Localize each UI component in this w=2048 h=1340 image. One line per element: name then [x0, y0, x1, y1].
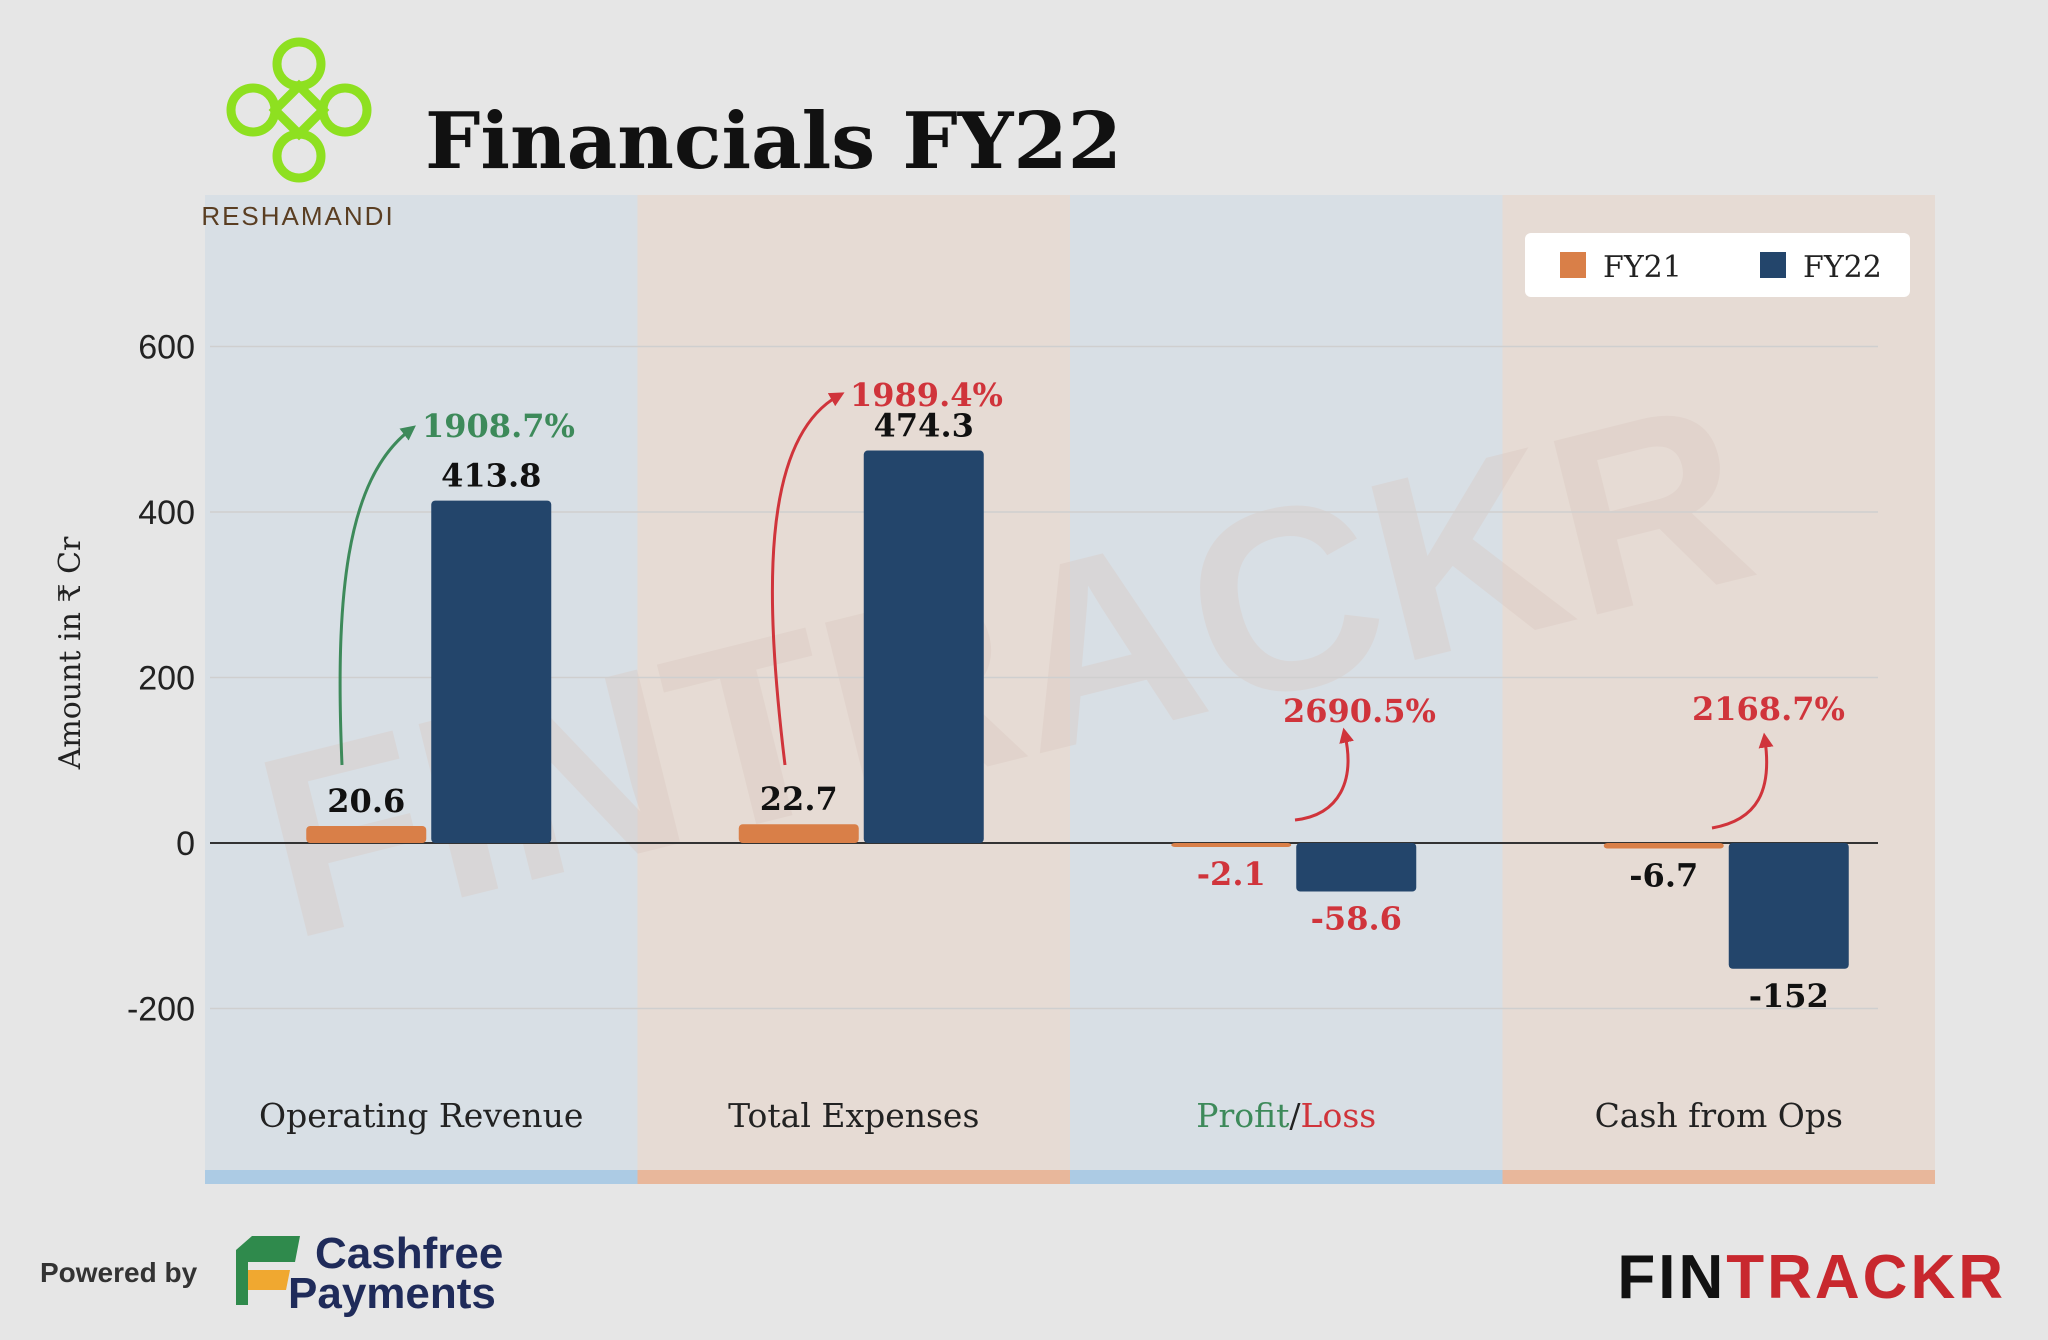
data-label: 413.8	[441, 457, 541, 495]
data-label: -2.1	[1197, 855, 1266, 893]
bar-fy21	[1603, 843, 1724, 849]
y-tick-label: -200	[127, 991, 195, 1029]
data-label: -6.7	[1629, 857, 1698, 895]
sponsor-line-2: Payments	[288, 1269, 496, 1318]
bar-fy22	[431, 500, 552, 843]
y-axis-label: Amount in ₹ Cr	[53, 536, 88, 770]
category-label: Cash from Ops	[1595, 1096, 1843, 1135]
powered-by-label: Powered by	[40, 1257, 198, 1288]
legend: FY21 FY22	[1525, 233, 1910, 297]
y-tick-label: 400	[138, 494, 195, 532]
bar-fy22	[863, 450, 984, 843]
data-label: 474.3	[874, 407, 974, 445]
company-name: RESHAMANDI	[201, 201, 394, 231]
category-underline	[637, 1170, 1070, 1184]
legend-label-fy21: FY21	[1603, 250, 1682, 285]
data-label: -58.6	[1311, 899, 1402, 937]
bar-fy21	[306, 825, 427, 843]
category-underline	[1502, 1170, 1935, 1184]
fintrackr-logo: FINTRACKR	[1617, 1243, 2006, 1312]
growth-arrow	[770, 392, 845, 766]
category-label: Total Expenses	[728, 1096, 979, 1135]
growth-annotation: 1989.4%	[850, 376, 1003, 414]
growth-annotation: 2690.5%	[1283, 692, 1436, 730]
growth-arrow	[1294, 727, 1354, 822]
category-panel	[205, 195, 638, 1170]
bar-fy21	[1171, 843, 1292, 847]
growth-arrow	[1711, 732, 1774, 830]
publisher-part-2: TRACKR	[1726, 1243, 2006, 1312]
chart-title: Financials FY22	[425, 96, 1122, 187]
legend-swatch-fy22	[1760, 252, 1786, 278]
bar-fy22	[1296, 843, 1417, 892]
sponsor-line-1: Cashfree	[315, 1229, 503, 1278]
category-panel	[1502, 195, 1935, 1170]
legend-label-fy22: FY22	[1803, 250, 1882, 285]
cashfree-logo: Cashfree Payments	[236, 1229, 503, 1318]
growth-arrow	[338, 425, 416, 766]
data-label: 22.7	[760, 780, 838, 818]
y-tick-label: 600	[138, 329, 195, 367]
svg-text:FINTRACKR: FINTRACKR	[1617, 1243, 2006, 1312]
category-underline	[205, 1170, 638, 1184]
y-tick-label: 200	[138, 660, 195, 698]
legend-swatch-fy21	[1560, 252, 1586, 278]
reshamandi-logo: RESHAMANDI	[201, 37, 394, 231]
growth-annotation: 2168.7%	[1692, 690, 1845, 728]
bar-fy21	[738, 824, 859, 843]
category-panel	[1070, 195, 1503, 1170]
category-underline	[1070, 1170, 1503, 1184]
category-label: Profit/Loss	[1196, 1096, 1376, 1135]
data-label: -152	[1749, 977, 1829, 1015]
category-label: Operating Revenue	[259, 1096, 583, 1135]
data-label: 20.6	[327, 782, 405, 820]
bar-fy22	[1728, 843, 1849, 969]
publisher-part-1: FIN	[1617, 1243, 1726, 1312]
growth-annotation: 1908.7%	[422, 407, 575, 445]
y-tick-label: 0	[176, 825, 195, 863]
category-panel	[637, 195, 1070, 1170]
